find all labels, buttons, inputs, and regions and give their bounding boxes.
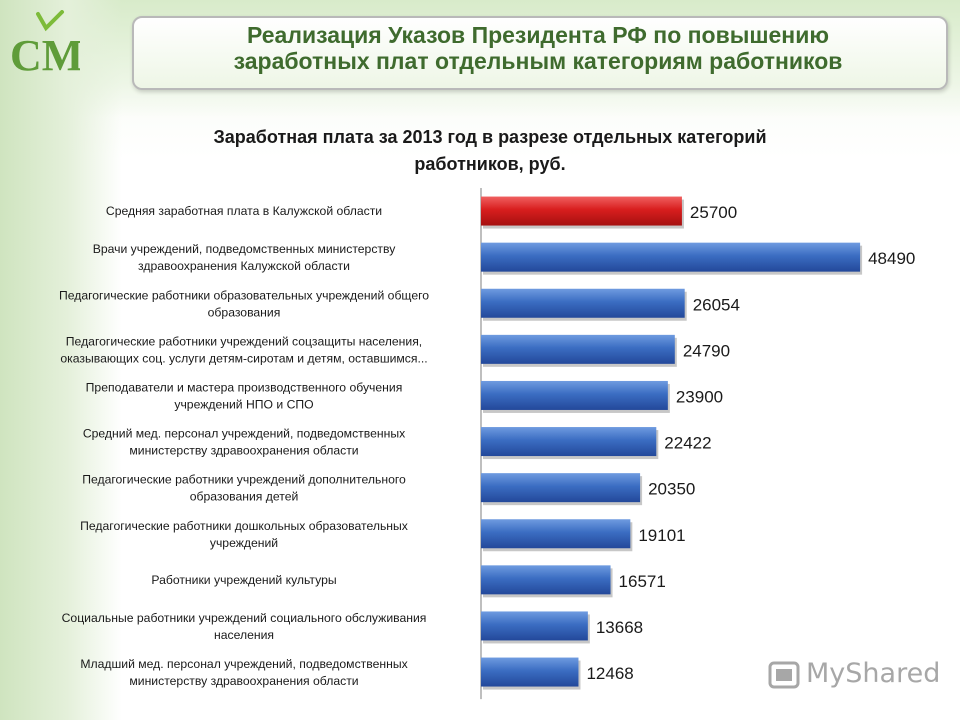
bar-value-label: 12468 (586, 664, 633, 683)
category-label-line: образования детей (190, 490, 299, 504)
category-label: Преподаватели и мастера производственног… (86, 380, 403, 411)
bar-value-label: 23900 (676, 387, 723, 406)
category-label-line: населения (214, 628, 274, 642)
page-title: Реализация Указов Президента РФ по повыш… (140, 22, 936, 74)
category-label-line: Педагогические работники учреждений соцз… (66, 334, 422, 348)
bar-value-label: 20350 (648, 480, 695, 499)
category-label-line: министерству здравоохранения области (129, 444, 358, 458)
bar-value-label: 13668 (596, 618, 643, 637)
bar (481, 657, 579, 687)
category-label-line: Средний мед. персонал учреждений, подвед… (83, 427, 405, 441)
bar-value-label: 26054 (693, 295, 740, 314)
watermark-icon (768, 661, 800, 689)
bar (481, 519, 631, 549)
category-label: Социальные работники учреждений социальн… (62, 611, 427, 642)
category-label: Работники учреждений культуры (151, 573, 336, 587)
category-label-line: Преподаватели и мастера производственног… (86, 380, 403, 394)
chart-title: Заработная плата за 2013 год в разрезе о… (140, 124, 840, 178)
bar-value-label: 16571 (619, 572, 666, 591)
left-decor-band (0, 0, 122, 720)
bar (481, 242, 861, 272)
page-title-line2: заработных плат отдельным категориям раб… (233, 48, 843, 74)
category-label-line: Средняя заработная плата в Калужской обл… (106, 204, 382, 218)
watermark-text: MyShared (806, 658, 941, 689)
chart-title-line1: Заработная плата за 2013 год в разрезе о… (213, 127, 767, 147)
category-label: Педагогические работники дошкольных обра… (80, 519, 408, 550)
bar-value-label: 22422 (664, 434, 711, 453)
bar (481, 427, 657, 457)
bar (481, 611, 588, 641)
svg-text:СМТ: СМТ (10, 31, 80, 78)
bar (481, 334, 675, 364)
bar (481, 380, 668, 410)
category-label-line: образования (208, 305, 281, 319)
bar (481, 288, 685, 318)
bar-highlight (481, 196, 682, 226)
category-label-line: здравоохранения Калужской области (138, 259, 350, 273)
category-label: Младший мед. персонал учреждений, подвед… (80, 657, 407, 688)
category-label-line: Младший мед. персонал учреждений, подвед… (80, 657, 407, 671)
category-label-line: Педагогические работники образовательных… (59, 288, 429, 302)
category-label: Педагогические работники учреждений соцз… (60, 334, 427, 365)
category-label-line: Педагогические работники учреждений допо… (82, 473, 406, 487)
category-label-line: Социальные работники учреждений социальн… (62, 611, 427, 625)
bar (481, 473, 641, 503)
category-label-line: Работники учреждений культуры (151, 573, 336, 587)
page-title-line1: Реализация Указов Президента РФ по повыш… (247, 22, 829, 48)
category-label-line: министерству здравоохранения области (129, 674, 358, 688)
category-label-line: учреждений НПО и СПО (174, 397, 313, 411)
category-label: Врачи учреждений, подведомственных минис… (93, 242, 397, 273)
category-label-line: Педагогические работники дошкольных обра… (80, 519, 408, 533)
category-label-line: Врачи учреждений, подведомственных минис… (93, 242, 397, 256)
bar (481, 565, 611, 595)
category-label: Средняя заработная плата в Калужской обл… (106, 204, 382, 218)
logo-icon: СМТ (10, 10, 80, 78)
category-label: Педагогические работники учреждений допо… (82, 473, 406, 504)
bar-value-label: 24790 (683, 341, 730, 360)
category-label-line: оказывающих соц. услуги детям-сиротам и … (60, 351, 427, 365)
bar-value-label: 25700 (690, 203, 737, 222)
header-box (132, 16, 948, 90)
bar-value-label: 19101 (638, 526, 685, 545)
category-label-line: учреждений (210, 536, 278, 550)
bar-value-label: 48490 (868, 249, 915, 268)
chart-title-line2: работников, руб. (414, 154, 566, 174)
category-label: Педагогические работники образовательных… (59, 288, 429, 319)
category-label: Средний мед. персонал учреждений, подвед… (83, 427, 405, 458)
